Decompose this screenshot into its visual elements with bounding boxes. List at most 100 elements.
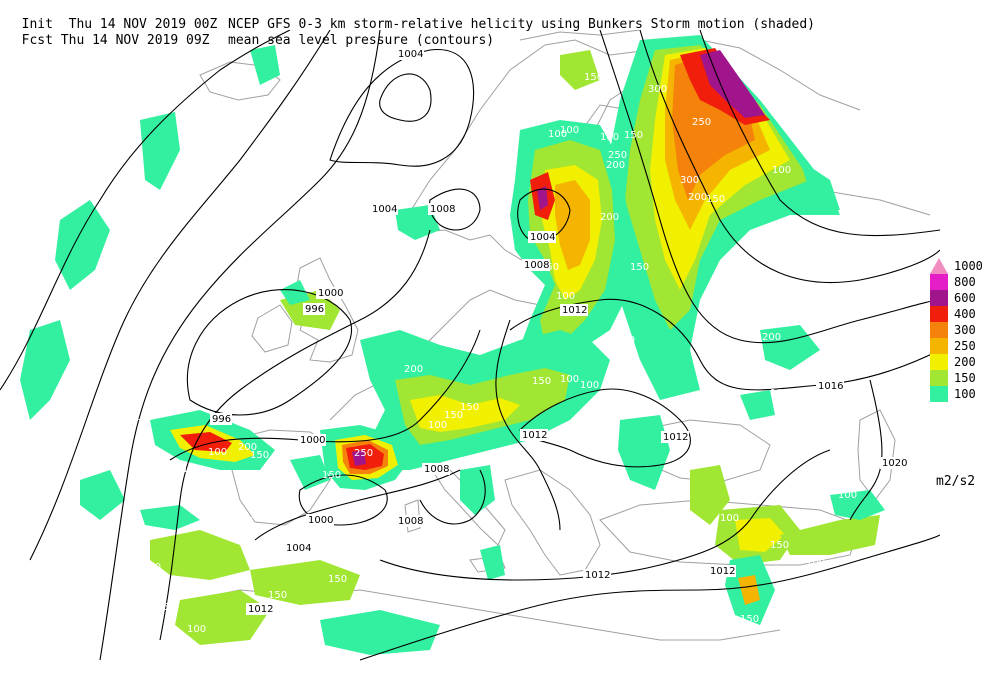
shade-label: 200 — [762, 332, 781, 343]
helicity-region — [20, 320, 70, 420]
shade-label: 100 — [600, 132, 619, 143]
shade-label: 100 — [838, 490, 857, 501]
isobar-label-text: 1012 — [562, 305, 587, 316]
isobar — [379, 449, 831, 581]
isobar — [419, 469, 486, 525]
shade-label: 100 — [720, 513, 739, 524]
shade-label: 150 — [708, 334, 727, 345]
shade-label: 150 — [444, 410, 463, 421]
legend-label: 300 — [954, 323, 976, 337]
legend-swatch — [930, 306, 948, 322]
coastline — [857, 409, 896, 501]
isobar-label: 1008 — [428, 203, 456, 215]
helicity-region — [460, 465, 495, 515]
shade-label: 100 — [187, 624, 206, 635]
coastline — [519, 30, 641, 41]
legend-swatch — [930, 386, 948, 402]
shade-label: 200 — [606, 160, 625, 171]
shade-label: 100 — [142, 562, 161, 573]
isobar-label: 996 — [210, 413, 232, 425]
legend-item: 800 — [928, 274, 1000, 290]
shade-label: 150 — [624, 130, 643, 141]
coastline — [407, 39, 651, 263]
coastline — [504, 469, 601, 576]
shade-label: 200 — [238, 442, 257, 453]
isobar — [186, 289, 353, 416]
helicity-region — [180, 432, 232, 452]
helicity-region — [150, 530, 250, 580]
isobar-label: 1000 — [316, 287, 344, 299]
isobar — [0, 30, 291, 391]
legend-item: 200 — [928, 354, 1000, 370]
legend-item: 300 — [928, 322, 1000, 338]
forecast-time: Fcst Thu 14 NOV 2019 09Z — [21, 33, 210, 48]
isobar-label-text: 996 — [305, 304, 324, 315]
helicity-region — [140, 112, 180, 190]
shade-label: 100 — [770, 388, 789, 399]
legend-label: 800 — [954, 275, 976, 289]
isobar — [639, 30, 940, 283]
shade-label: 150 — [250, 450, 269, 461]
isobar-label: 1008 — [422, 463, 450, 475]
isobar-label-text: 1012 — [522, 430, 547, 441]
helicity-region — [280, 280, 310, 305]
legend-swatch — [930, 338, 948, 354]
helicity-region — [290, 455, 330, 490]
shade-label: 100 — [806, 557, 825, 568]
coastline — [699, 39, 861, 111]
isobar — [495, 319, 561, 531]
isobar-label: 1004 — [528, 231, 556, 243]
helicity-region — [700, 50, 765, 118]
coastline — [251, 304, 293, 353]
helicity-region — [740, 390, 775, 420]
helicity-region — [738, 575, 760, 605]
isobar — [517, 188, 571, 242]
legend-swatch — [930, 258, 948, 274]
helicity-region — [250, 45, 280, 85]
isobar-label-text: 1004 — [398, 49, 423, 60]
isobar-label: 1004 — [370, 203, 398, 215]
shade-label: 150 — [322, 470, 341, 481]
helicity-region — [320, 610, 440, 655]
weather-map: 1503001002502003002502001501001001501001… — [0, 30, 940, 661]
shade-label: 150 — [328, 574, 347, 585]
isobar — [169, 329, 481, 461]
isobar-label: 1004 — [396, 48, 424, 60]
isobar-label: 1016 — [816, 380, 844, 392]
shade-label: 100 — [134, 412, 153, 423]
helicity-region — [175, 590, 270, 645]
isobar — [379, 73, 432, 122]
helicity-region — [410, 395, 520, 432]
isobar-label: 1020 — [880, 457, 908, 469]
shade-label: 200 — [404, 364, 423, 375]
shade-label: 250 — [608, 150, 627, 161]
isobar-label-text: 1020 — [882, 458, 907, 469]
legend-label: 250 — [954, 339, 976, 353]
legend-label: 600 — [954, 291, 976, 305]
isobar-label: 1012 — [708, 565, 736, 577]
isobar-label-text: 1004 — [372, 204, 397, 215]
isobar-label: 1008 — [396, 515, 424, 527]
isobar-label-text: 1004 — [530, 232, 555, 243]
helicity-region — [352, 450, 366, 466]
shade-label: 150 — [460, 402, 479, 413]
legend-label: 100 — [954, 387, 976, 401]
isobar-label-text: 1000 — [300, 435, 325, 446]
shade-label: 150 — [610, 400, 629, 411]
helicity-region — [560, 50, 600, 90]
shade-label: 150 — [156, 602, 175, 613]
field-title: NCEP GFS 0-3 km storm-relative helicity … — [228, 17, 815, 32]
shade-label: 150 — [740, 614, 759, 625]
isobar-label: 1012 — [560, 304, 588, 316]
legend-item: 600 — [928, 290, 1000, 306]
isobar-label: 1008 — [522, 259, 550, 271]
shade-label: 150 — [250, 510, 269, 521]
isobar — [29, 30, 331, 561]
shade-label: 150 — [268, 590, 287, 601]
isobar-label-text: 1000 — [318, 288, 343, 299]
header-line-1: Init Thu 14 NOV 2019 00Z NCEP GFS 0-3 km … — [6, 2, 815, 32]
shade-label: 150 — [532, 376, 551, 387]
isobar — [99, 30, 381, 661]
helicity-region — [537, 186, 548, 210]
legend-label: 400 — [954, 307, 976, 321]
